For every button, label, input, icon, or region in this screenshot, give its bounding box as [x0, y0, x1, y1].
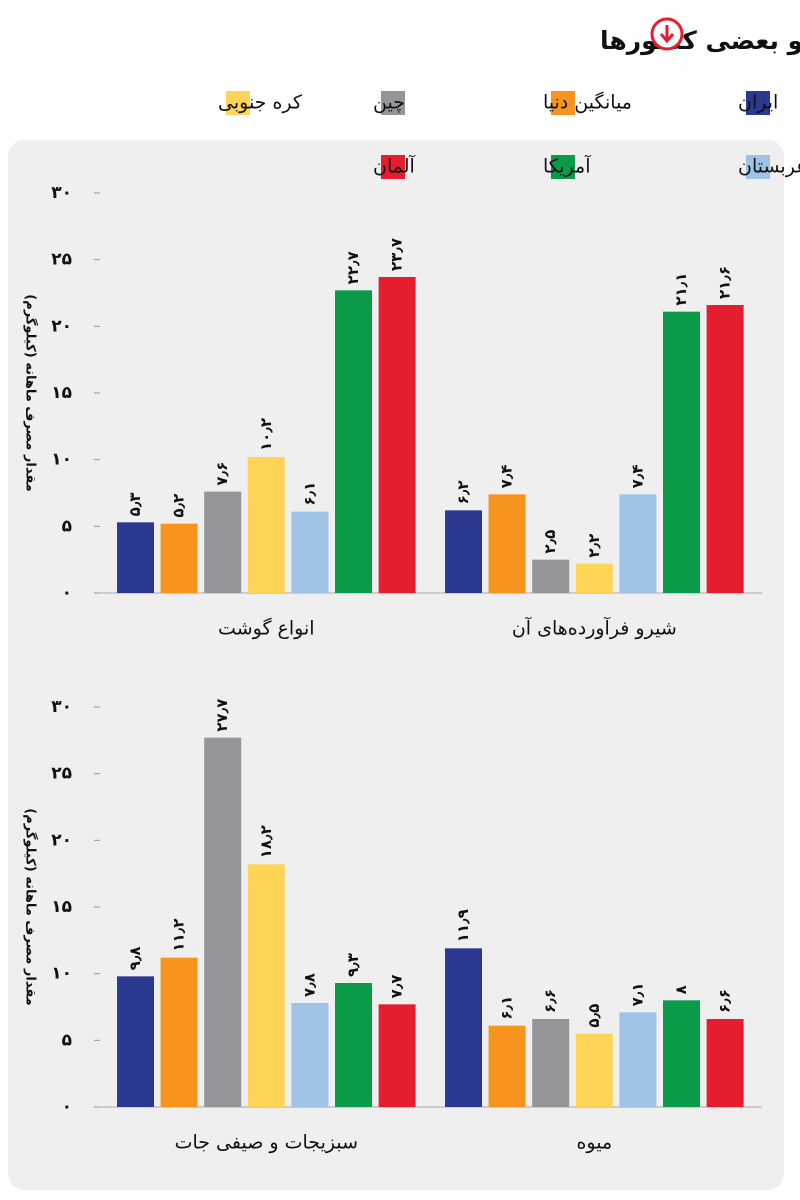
value-label: ۲٫۲ [585, 534, 603, 558]
value-label: ۱۰٫۲ [257, 418, 275, 451]
bar [663, 1000, 700, 1107]
bar [335, 290, 372, 593]
bar [291, 511, 329, 593]
legend-label: ایران [738, 92, 778, 114]
bar [445, 948, 482, 1107]
value-label: ۲۷٫۷ [213, 699, 231, 732]
value-label: ۵٫۲ [170, 494, 188, 518]
bar [706, 1019, 744, 1107]
value-label: ۶٫۱ [300, 482, 318, 506]
y-tick-label: ۲۵ [51, 764, 72, 784]
bar [247, 457, 285, 593]
value-label: ۶٫۶ [541, 989, 559, 1013]
legend-swatch [551, 155, 575, 179]
value-label: ۷٫۶ [213, 462, 231, 486]
bar [445, 510, 482, 593]
legend-label: عربستان [738, 156, 800, 178]
y-tick-label: ۲۰ [51, 316, 72, 336]
bar [575, 563, 613, 593]
bar [117, 522, 154, 593]
value-label: ۱۱٫۲ [170, 919, 188, 952]
bar [160, 957, 198, 1107]
bar [117, 976, 154, 1107]
category-label: انواع گوشت [218, 617, 314, 640]
value-label: ۷٫۱ [628, 982, 646, 1006]
value-label: ۲٫۵ [541, 530, 559, 554]
category-label: سبزیجات و صیفی جات [175, 1132, 358, 1154]
legend-swatch [226, 91, 250, 115]
legend-swatch [746, 155, 770, 179]
bar [291, 1003, 329, 1107]
value-label: ۱۱٫۹ [454, 909, 472, 942]
category-label: شیرو فرآورده‌های آن [512, 616, 677, 640]
legend-swatch [551, 91, 575, 115]
y-tick-label: ۱۵ [51, 897, 72, 917]
legend-label: چین [373, 92, 405, 114]
value-label: ۷٫۴ [628, 464, 646, 488]
y-tick-label: ۵ [62, 1030, 72, 1050]
legend-swatch [381, 91, 405, 115]
legend-label: میانگین دنیا [543, 91, 632, 114]
legend-label: آمریکا [543, 154, 591, 178]
bar [335, 983, 372, 1107]
legend-label: آلمان [373, 154, 416, 178]
value-label: ۵٫۳ [126, 492, 144, 516]
value-label: ۹٫۳ [344, 953, 362, 977]
bar [160, 523, 198, 593]
y-tick-label: ۱۰ [51, 964, 72, 984]
bar [247, 864, 285, 1107]
value-label: ۷٫۴ [498, 464, 516, 488]
value-label: ۵٫۵ [585, 1004, 603, 1028]
bar [532, 1019, 570, 1107]
value-label: ۲۲٫۷ [344, 251, 362, 284]
bar [619, 1012, 657, 1107]
bar [204, 491, 242, 593]
panel-background [8, 140, 784, 1190]
category-label: میوه [576, 1132, 612, 1154]
value-label: ۸ [672, 985, 690, 994]
legend-swatch [746, 91, 770, 115]
bar [378, 277, 416, 593]
value-label: ۹٫۸ [126, 946, 144, 970]
bar [706, 305, 744, 593]
value-label: ۶٫۲ [454, 480, 472, 504]
value-label: ۲۱٫۱ [672, 273, 690, 306]
y-tick-label: ۲۵ [51, 250, 72, 270]
value-label: ۷٫۷ [388, 974, 406, 998]
y-tick-label: ۰ [62, 1097, 72, 1117]
bar [378, 1004, 416, 1107]
bar [488, 494, 526, 593]
y-tick-label: ۱۰ [51, 450, 72, 470]
legend-label: کره جنوبی [218, 92, 303, 114]
title-icon [650, 17, 684, 51]
bar [488, 1025, 526, 1107]
legend-swatch [381, 155, 405, 179]
bar [204, 737, 242, 1107]
value-label: ۲۱٫۶ [716, 266, 734, 299]
value-label: ۶٫۶ [716, 989, 734, 1013]
bar [663, 311, 700, 593]
bar [575, 1033, 613, 1107]
y-tick-label: ۵ [62, 516, 72, 536]
y-tick-label: ۲۰ [51, 830, 72, 850]
y-tick-label: ۳۰ [51, 697, 72, 717]
y-axis-label: مقدار مصرف ماهانه (کیلوگرم) [23, 294, 39, 491]
value-label: ۲۳٫۷ [388, 238, 406, 271]
y-tick-label: ۰ [62, 583, 72, 603]
value-label: ۶٫۱ [498, 996, 516, 1020]
y-tick-label: ۱۵ [51, 383, 72, 403]
bar [532, 559, 570, 593]
y-axis-label: مقدار مصرف ماهانه (کیلوگرم) [23, 808, 39, 1005]
y-tick-label: ۳۰ [51, 183, 72, 203]
value-label: ۱۸٫۲ [257, 825, 275, 858]
value-label: ۷٫۸ [300, 973, 318, 997]
title: مقایسه سبد مصرفی ایران و بعضی کشورها [600, 26, 800, 56]
bar [619, 494, 657, 593]
